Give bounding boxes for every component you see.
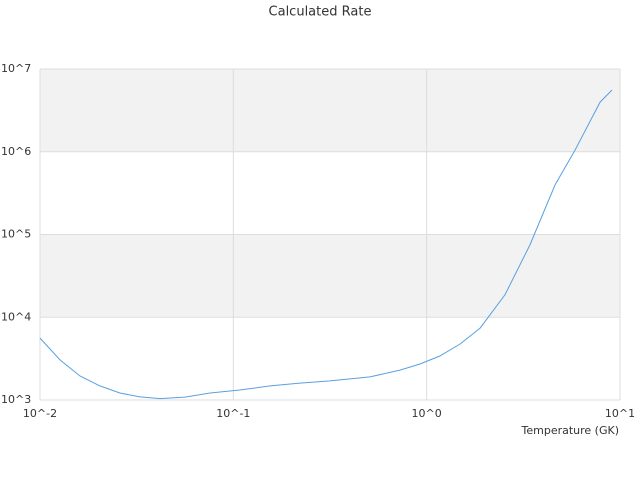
chart-title: Calculated Rate: [269, 5, 372, 20]
y-tick-label: 10^3: [1, 393, 31, 406]
x-axis-label: Temperature (GK): [521, 424, 620, 437]
x-tick-label: 10^0: [412, 407, 442, 420]
y-tick-label: 10^4: [1, 310, 31, 323]
grid-band: [40, 234, 620, 318]
x-tick-label: 10^1: [605, 407, 635, 420]
y-tick-label: 10^5: [1, 228, 31, 241]
x-tick-label: 10^-1: [216, 407, 250, 420]
y-tick-label: 10^7: [1, 62, 31, 75]
grid-band: [40, 69, 620, 152]
y-tick-label: 10^6: [1, 145, 31, 158]
x-tick-label: 10^-2: [23, 407, 57, 420]
line: [39, 89, 613, 400]
